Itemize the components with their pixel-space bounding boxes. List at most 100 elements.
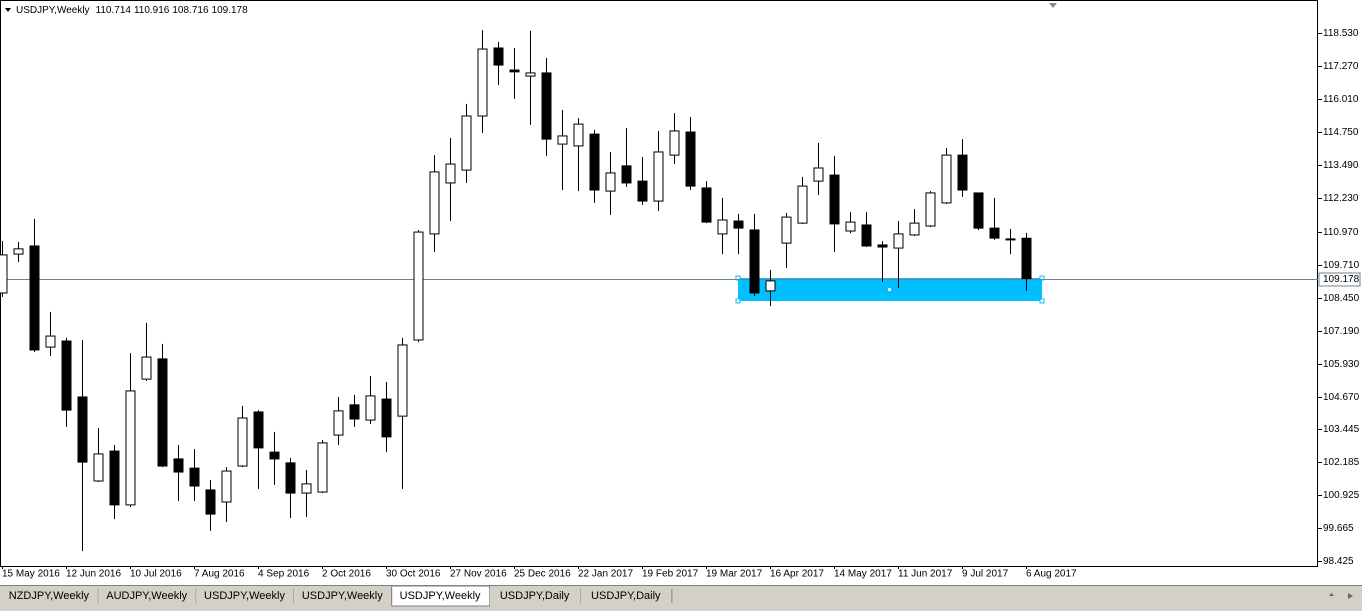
candle-body bbox=[589, 133, 600, 191]
x-tick-label: 4 Sep 2016 bbox=[258, 569, 310, 580]
y-tick-label: 107.190 bbox=[1323, 326, 1360, 337]
y-tick-label: 116.010 bbox=[1323, 94, 1359, 105]
candle-body bbox=[477, 48, 488, 117]
candle-body bbox=[45, 335, 56, 348]
open-value: 110.714 bbox=[96, 5, 132, 16]
tab-label[interactable]: USDJPY,Weekly bbox=[400, 590, 481, 602]
candle-body bbox=[749, 229, 760, 294]
candles bbox=[0, 30, 1032, 552]
price-axis: 118.530 117.270 116.010 114.750 113.490 112.2… bbox=[0, 28, 1361, 567]
support-zone[interactable] bbox=[735, 275, 1045, 304]
candle-body bbox=[637, 180, 648, 202]
menu-arrow[interactable] bbox=[5, 8, 11, 12]
zone-handle[interactable] bbox=[888, 288, 891, 291]
y-tick-label: 103.445 bbox=[1323, 424, 1360, 435]
tab-label[interactable]: USDJPY,Weekly bbox=[204, 590, 285, 602]
zone-handle[interactable] bbox=[735, 298, 741, 304]
candle-body bbox=[1021, 237, 1032, 280]
candle-body bbox=[845, 221, 856, 232]
candle-body bbox=[109, 450, 120, 506]
tab-label[interactable]: USDJPY,Weekly bbox=[302, 590, 383, 602]
candle-body bbox=[269, 451, 280, 460]
y-tick-label: 110.970 bbox=[1323, 227, 1359, 238]
candle-body bbox=[13, 248, 24, 255]
tab-label[interactable]: USDJPY,Daily bbox=[591, 590, 661, 602]
x-tick-label: 7 Aug 2016 bbox=[194, 569, 245, 580]
candle-body bbox=[573, 123, 584, 147]
low-value: 108.716 bbox=[172, 5, 209, 16]
candle-body bbox=[829, 174, 840, 225]
tab[interactable] bbox=[196, 588, 294, 605]
y-tick-label: 98.425 bbox=[1323, 556, 1354, 567]
tab-label[interactable]: USDJPY,Daily bbox=[500, 590, 570, 602]
x-tick-label: 19 Feb 2017 bbox=[642, 569, 699, 580]
x-tick-label: 25 Dec 2016 bbox=[514, 569, 571, 580]
candle-body bbox=[301, 483, 312, 494]
high-value: 110.916 bbox=[134, 5, 170, 16]
candle-body bbox=[429, 171, 440, 235]
candle-body bbox=[717, 219, 728, 235]
tab-label[interactable]: NZDJPY,Weekly bbox=[9, 590, 90, 602]
close-value: 109.178 bbox=[212, 5, 249, 16]
y-tick-label: 109.710 bbox=[1323, 260, 1360, 271]
x-tick-label: 27 Nov 2016 bbox=[450, 569, 507, 580]
chart-title: USDJPY,Weekly bbox=[16, 5, 90, 16]
y-tick-label: 113.490 bbox=[1323, 160, 1359, 171]
candle-body bbox=[141, 356, 152, 380]
y-tick-label: 105.930 bbox=[1323, 359, 1360, 370]
candle-body bbox=[77, 396, 88, 463]
candle-body bbox=[189, 467, 200, 487]
candle-body bbox=[365, 395, 376, 421]
tab[interactable] bbox=[489, 588, 581, 605]
x-tick-label: 10 Jul 2016 bbox=[130, 569, 182, 580]
y-tick-label: 118.530 bbox=[1323, 28, 1359, 39]
x-tick-label: 15 May 2016 bbox=[2, 569, 60, 580]
price-label-box bbox=[1318, 272, 1361, 287]
tab-label[interactable]: AUDJPY,Weekly bbox=[106, 590, 187, 602]
scroll-left[interactable] bbox=[1329, 593, 1334, 596]
candle-body bbox=[445, 163, 456, 184]
candle-body bbox=[61, 340, 72, 411]
candle-body bbox=[861, 224, 872, 247]
x-tick-label: 9 Jul 2017 bbox=[962, 569, 1009, 580]
candle-body bbox=[93, 453, 104, 482]
x-tick-label: 30 Oct 2016 bbox=[386, 569, 441, 580]
y-tick-label: 117.270 bbox=[1323, 61, 1359, 72]
x-tick-label: 6 Aug 2017 bbox=[1026, 569, 1077, 580]
tab[interactable] bbox=[580, 588, 672, 605]
candle-body bbox=[173, 458, 184, 473]
x-tick-label: 11 Jun 2017 bbox=[898, 569, 953, 580]
candle-body bbox=[877, 244, 888, 248]
candle-body bbox=[333, 410, 344, 436]
candle-body bbox=[733, 220, 744, 229]
tab[interactable] bbox=[0, 588, 99, 605]
candle-body bbox=[813, 167, 824, 182]
scroll-right[interactable] bbox=[1348, 593, 1353, 599]
y-tick-label: 102.185 bbox=[1323, 457, 1360, 468]
time-axis: 15 May 2016 12 Jun 2016 10 Jul 2016 7 Aug 2… bbox=[2, 566, 1077, 580]
candle-body bbox=[157, 358, 168, 467]
candle-body bbox=[701, 187, 712, 223]
candle-body bbox=[541, 72, 552, 140]
tabs: NZDJPY,Weekly AUDJPY,Weekly USDJPY,Weekly U… bbox=[0, 585, 673, 607]
shift-marker bbox=[1049, 3, 1057, 8]
candle-body bbox=[509, 69, 520, 73]
candle-body bbox=[29, 245, 40, 351]
candle-body bbox=[781, 216, 792, 244]
zone-handle[interactable] bbox=[1039, 298, 1045, 304]
candle-body bbox=[253, 411, 264, 449]
candle-body bbox=[925, 192, 936, 227]
tab[interactable] bbox=[98, 588, 197, 605]
x-tick-label: 12 Jun 2016 bbox=[66, 569, 121, 580]
candle-body bbox=[525, 72, 536, 77]
candle-body bbox=[653, 151, 664, 202]
candle-body bbox=[397, 344, 408, 417]
y-tick-label: 100.925 bbox=[1323, 490, 1360, 501]
candle-body bbox=[685, 131, 696, 187]
candle-body bbox=[909, 222, 920, 236]
x-tick-label: 22 Jan 2017 bbox=[578, 569, 633, 580]
tab[interactable] bbox=[293, 588, 392, 605]
candle-body bbox=[765, 280, 776, 292]
candle-body bbox=[349, 404, 360, 420]
